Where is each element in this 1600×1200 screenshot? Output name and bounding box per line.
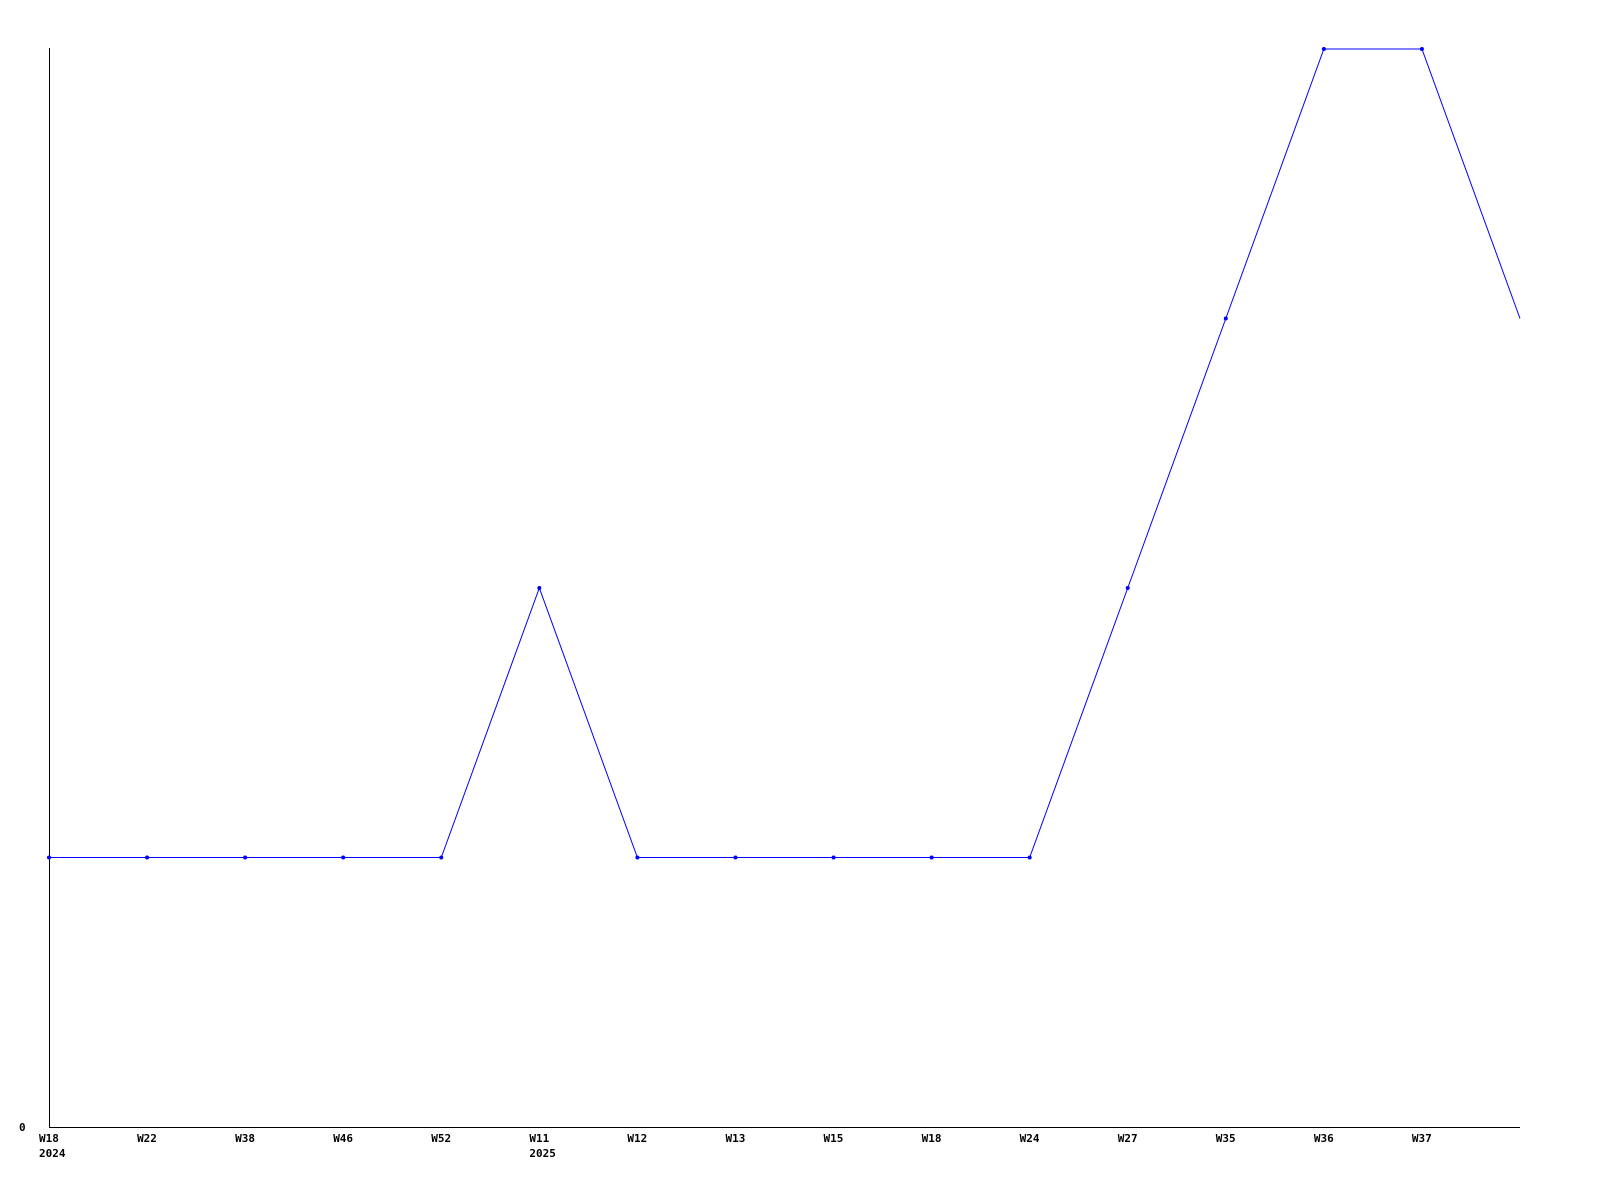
data-point [145, 855, 150, 860]
data-point [635, 855, 640, 860]
x-tick-label: W36 [1314, 1132, 1334, 1145]
x-tick-label: W27 [1118, 1132, 1138, 1145]
x-tick-label: W18 [39, 1132, 59, 1145]
x-tick-label: W52 [431, 1132, 451, 1145]
data-point [243, 855, 248, 860]
data-point [1419, 47, 1424, 51]
data-point [537, 586, 542, 590]
x-year-label: 2025 [529, 1147, 556, 1160]
x-tick-label: W18 [922, 1132, 942, 1145]
data-point [929, 855, 934, 860]
data-point [831, 855, 836, 860]
x-tick-label: W11 [529, 1132, 549, 1145]
x-tick-label: W13 [725, 1132, 745, 1145]
x-tick-label: W37 [1412, 1132, 1432, 1145]
y-tick-label: 0 [19, 1121, 26, 1134]
x-tick-label: W35 [1216, 1132, 1236, 1145]
series-line [49, 48, 1521, 858]
x-tick-label: W46 [333, 1132, 353, 1145]
data-point [1321, 47, 1326, 51]
x-tick-label: W12 [627, 1132, 647, 1145]
data-point [47, 855, 51, 860]
x-tick-label: W15 [824, 1132, 844, 1145]
x-year-label: 2024 [39, 1147, 66, 1160]
data-point [1027, 855, 1032, 860]
data-point [1125, 586, 1130, 590]
data-point [439, 855, 444, 860]
x-tick-label: W22 [137, 1132, 157, 1145]
data-point [341, 855, 346, 860]
data-point [1223, 316, 1228, 321]
data-point [733, 855, 738, 860]
x-tick-label: W24 [1020, 1132, 1040, 1145]
x-tick-label: W38 [235, 1132, 255, 1145]
